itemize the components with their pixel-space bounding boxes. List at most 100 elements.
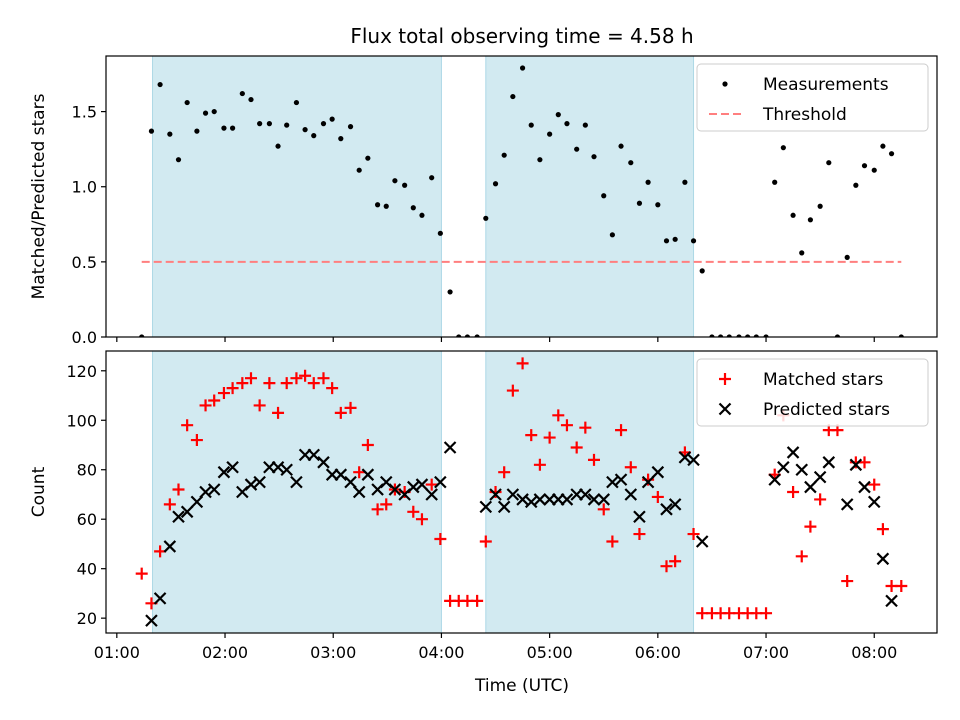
measurement-point xyxy=(365,155,371,161)
matched-stars-point xyxy=(471,594,484,607)
measurement-point xyxy=(248,96,254,103)
predicted-stars-point xyxy=(307,448,321,462)
matched-stars-point xyxy=(317,372,330,385)
measurement-point xyxy=(474,334,480,337)
predicted-stars-point xyxy=(172,510,185,524)
measurement-point xyxy=(519,65,526,71)
predicted-stars-point xyxy=(560,493,574,506)
predicted-stars-point xyxy=(145,614,158,627)
matched-stars-point xyxy=(344,401,357,414)
matched-stars-point xyxy=(516,357,529,370)
matched-stars-point xyxy=(814,493,827,506)
predicted-stars-point xyxy=(190,495,204,509)
predicted-stars-point xyxy=(280,463,293,477)
measurement-point xyxy=(311,133,317,139)
measurement-point xyxy=(547,131,553,137)
observing-interval-2 xyxy=(485,55,695,338)
measurement-point xyxy=(139,334,145,337)
measurement-point xyxy=(663,238,670,244)
measurement-point xyxy=(672,236,678,242)
measurement-point xyxy=(456,334,462,337)
predicted-stars-point xyxy=(407,480,420,494)
measurement-point xyxy=(763,334,769,337)
predicted-stars-point xyxy=(334,468,348,481)
x-tick-label: 06:00 xyxy=(635,643,681,662)
matched-stars-point xyxy=(226,382,239,395)
predicted-stars-point xyxy=(217,465,231,479)
measurement-point xyxy=(618,143,624,149)
matched-stars-point xyxy=(533,458,546,471)
measurement-point xyxy=(184,99,190,106)
measurement-point xyxy=(320,121,327,127)
measurement-point xyxy=(880,143,886,149)
measurement-point xyxy=(464,334,470,337)
predicted-stars-point xyxy=(352,485,366,499)
matched-stars-point xyxy=(660,560,673,573)
measurement-point xyxy=(780,145,786,151)
matched-stars-point xyxy=(163,498,176,511)
y-tick-label: 1.5 xyxy=(72,103,97,122)
measurement-point xyxy=(772,179,778,185)
measurement-point xyxy=(645,179,651,185)
measurement-point xyxy=(492,181,499,187)
y-tick-label: 0.5 xyxy=(72,253,97,272)
matched-stars-point xyxy=(380,498,393,511)
measurement-point xyxy=(275,143,281,149)
matched-stars-point xyxy=(579,421,592,434)
measurement-point xyxy=(221,125,227,131)
measurement-point xyxy=(157,81,163,88)
matched-stars-point xyxy=(299,369,312,382)
measurement-point xyxy=(347,124,354,130)
matched-stars-point xyxy=(425,478,438,491)
predicted-stars-point xyxy=(180,505,194,519)
predicted-stars-point xyxy=(244,478,258,491)
measurement-point xyxy=(853,182,859,188)
predicted-stars-point xyxy=(415,478,429,491)
measurement-point xyxy=(167,131,173,137)
predicted-stars-point xyxy=(840,498,854,511)
matched-stars-point xyxy=(615,424,628,437)
predicted-stars-point xyxy=(361,468,375,481)
predicted-stars-point xyxy=(388,483,402,496)
matched-stars-point xyxy=(244,372,257,385)
predicted-stars-point xyxy=(867,495,881,509)
legend-marker-measurements xyxy=(722,81,728,87)
matched-stars-point xyxy=(587,453,600,466)
matched-stars-point xyxy=(361,439,374,451)
x-tick-label: 04:00 xyxy=(418,643,464,662)
measurement-point xyxy=(844,254,850,260)
measurement-point xyxy=(807,217,814,223)
matched-stars-point xyxy=(606,535,619,548)
matched-stars-point xyxy=(334,406,347,419)
measurement-point xyxy=(447,289,453,295)
predicted-stars-point xyxy=(641,475,655,489)
matched-stars-point xyxy=(560,419,573,432)
predicted-stars-point xyxy=(660,503,673,516)
matched-stars-point xyxy=(525,429,538,442)
measurement-point xyxy=(555,112,561,118)
predicted-stars-point xyxy=(678,451,692,464)
x-tick-label: 07:00 xyxy=(743,643,789,662)
plot-area xyxy=(135,357,908,627)
measurement-point xyxy=(709,334,715,337)
predicted-stars-point xyxy=(226,460,239,474)
x-tick-label: 01:00 xyxy=(94,643,140,662)
legend-box xyxy=(696,63,929,132)
measurement-point xyxy=(726,334,732,337)
matched-stars-point xyxy=(253,399,266,412)
matched-stars-point xyxy=(669,555,682,568)
matched-stars-point xyxy=(552,409,565,422)
measurement-point xyxy=(699,268,705,274)
measurement-point xyxy=(582,122,588,128)
matched-stars-point xyxy=(787,486,800,498)
predicted-stars-point xyxy=(813,470,827,484)
predicted-stars-point xyxy=(885,594,898,608)
predicted-stars-point xyxy=(795,463,809,477)
y-tick-label: 0.0 xyxy=(72,328,97,347)
measurement-point xyxy=(655,202,661,208)
measurement-point xyxy=(528,122,534,128)
predicted-stars-point xyxy=(163,540,177,553)
observing-interval-1 xyxy=(152,55,442,338)
matched-stars-point xyxy=(172,483,185,496)
measurement-point xyxy=(356,167,362,173)
